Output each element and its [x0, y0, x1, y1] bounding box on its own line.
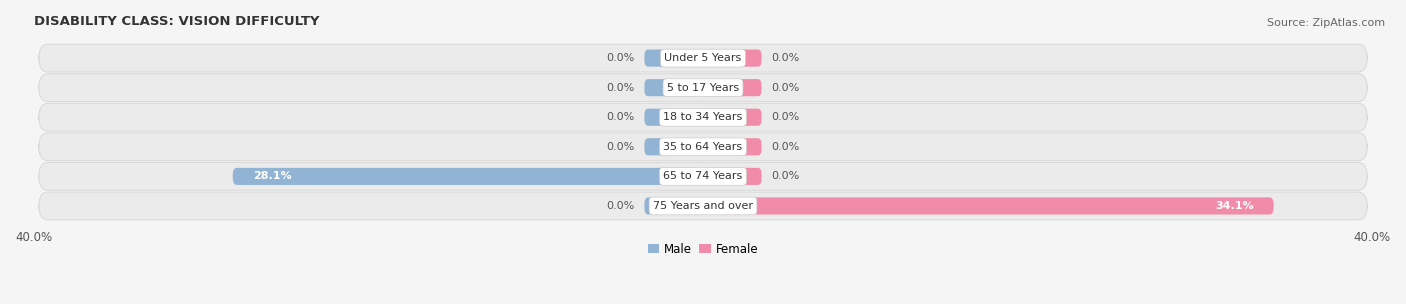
FancyBboxPatch shape	[644, 109, 703, 126]
Text: 0.0%: 0.0%	[772, 83, 800, 93]
Text: Source: ZipAtlas.com: Source: ZipAtlas.com	[1267, 18, 1385, 28]
Text: 18 to 34 Years: 18 to 34 Years	[664, 112, 742, 122]
Text: 0.0%: 0.0%	[606, 112, 634, 122]
Text: 0.0%: 0.0%	[606, 201, 634, 211]
Text: Under 5 Years: Under 5 Years	[665, 53, 741, 63]
Text: 0.0%: 0.0%	[606, 83, 634, 93]
Text: 0.0%: 0.0%	[772, 142, 800, 152]
Text: 35 to 64 Years: 35 to 64 Years	[664, 142, 742, 152]
FancyBboxPatch shape	[703, 50, 762, 67]
FancyBboxPatch shape	[38, 133, 1368, 161]
FancyBboxPatch shape	[38, 192, 1368, 220]
Text: DISABILITY CLASS: VISION DIFFICULTY: DISABILITY CLASS: VISION DIFFICULTY	[34, 15, 319, 28]
Text: 28.1%: 28.1%	[253, 171, 291, 181]
FancyBboxPatch shape	[38, 74, 1368, 102]
FancyBboxPatch shape	[703, 197, 1274, 215]
FancyBboxPatch shape	[703, 138, 762, 155]
Legend: Male, Female: Male, Female	[643, 238, 763, 260]
FancyBboxPatch shape	[233, 168, 703, 185]
FancyBboxPatch shape	[38, 162, 1368, 190]
Text: 5 to 17 Years: 5 to 17 Years	[666, 83, 740, 93]
FancyBboxPatch shape	[644, 197, 703, 215]
Text: 34.1%: 34.1%	[1215, 201, 1254, 211]
Text: 0.0%: 0.0%	[772, 171, 800, 181]
FancyBboxPatch shape	[644, 138, 703, 155]
FancyBboxPatch shape	[703, 79, 762, 96]
FancyBboxPatch shape	[703, 168, 762, 185]
Text: 65 to 74 Years: 65 to 74 Years	[664, 171, 742, 181]
Text: 0.0%: 0.0%	[772, 53, 800, 63]
FancyBboxPatch shape	[703, 109, 762, 126]
FancyBboxPatch shape	[644, 79, 703, 96]
Text: 0.0%: 0.0%	[606, 142, 634, 152]
FancyBboxPatch shape	[644, 50, 703, 67]
Text: 75 Years and over: 75 Years and over	[652, 201, 754, 211]
FancyBboxPatch shape	[38, 103, 1368, 131]
Text: 0.0%: 0.0%	[606, 53, 634, 63]
Text: 0.0%: 0.0%	[772, 112, 800, 122]
FancyBboxPatch shape	[38, 44, 1368, 72]
